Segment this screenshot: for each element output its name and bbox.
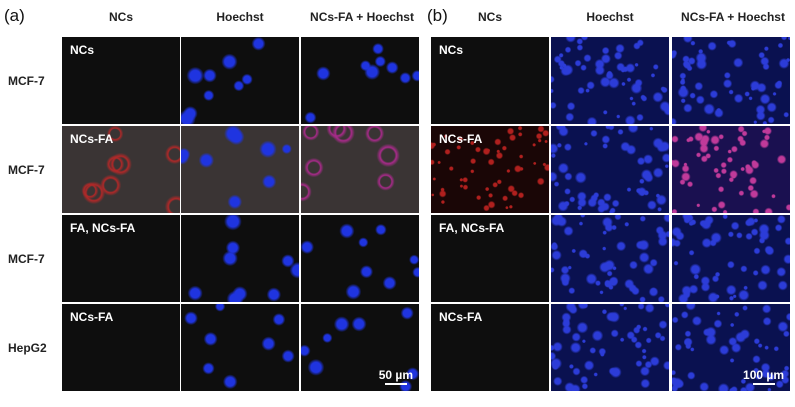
panel-b-image-r3-c2 [551, 215, 669, 302]
image-label: NCs-FA [439, 132, 483, 146]
panel-a-col-header: NCs [108, 10, 133, 24]
micrograph [181, 304, 299, 391]
micrograph [672, 37, 790, 124]
image-label: NCs-FA [70, 132, 114, 146]
panel-b-label: (b) [427, 6, 448, 25]
panel-a-image-r4-c1: NCs-FA [62, 304, 180, 391]
micrograph [181, 37, 299, 124]
micrograph [301, 126, 419, 213]
scale-bar: 50 µm [379, 368, 413, 385]
micrograph [672, 304, 790, 391]
micrograph [301, 304, 419, 391]
panel-b-image-r4-c1: NCs-FA [431, 304, 549, 391]
row-label: MCF-7 [8, 74, 45, 88]
micrograph [62, 215, 180, 302]
panel-b-image-r2-c2 [551, 126, 669, 213]
scale-bar: 100 µm [743, 368, 784, 385]
micrograph [551, 304, 669, 391]
panel-a-image-r2-c3 [301, 126, 419, 213]
micrograph [431, 126, 549, 213]
panel-b-image-r1-c3 [672, 37, 790, 124]
panel-a-col-header: Hoechst [216, 10, 264, 24]
micrograph [431, 37, 549, 124]
micrograph [181, 126, 299, 213]
image-label: FA, NCs-FA [70, 221, 136, 235]
scale-bar-line [752, 383, 775, 385]
panel-a-image-r3-c2 [181, 215, 299, 302]
panel-b-image-r1-c1: NCs [431, 37, 549, 124]
panel-b-image-r1-c2 [551, 37, 669, 124]
row-label: MCF-7 [8, 252, 45, 266]
panel-a-image-r3-c3 [301, 215, 419, 302]
panel-b-image-r3-c3 [672, 215, 790, 302]
micrograph [62, 126, 180, 213]
image-label: NCs [439, 43, 464, 57]
row-label: MCF-7 [8, 163, 45, 177]
image-label: NCs-FA [439, 310, 483, 324]
micrograph [431, 304, 549, 391]
micrograph [181, 215, 299, 302]
panel-b-col-header: Hoechst [586, 10, 634, 24]
scale-bar-line [384, 383, 407, 385]
panel-b-image-r2-c1: NCs-FA [431, 126, 549, 213]
micrograph [301, 37, 419, 124]
micrograph [551, 126, 669, 213]
row-label: HepG2 [8, 341, 47, 355]
panel-a-image-r2-c1: NCs-FA [62, 126, 180, 213]
panel-a-image-r3-c1: FA, NCs-FA [62, 215, 180, 302]
panel-b-image-r4-c3: 100 µm [672, 304, 790, 391]
panel-b-col-header: NCs-FA + Hoechst [681, 10, 785, 24]
micrograph [551, 215, 669, 302]
panel-b-image-r3-c1: FA, NCs-FA [431, 215, 549, 302]
micrograph [551, 37, 669, 124]
image-label: FA, NCs-FA [439, 221, 505, 235]
panel-b-image-r2-c3 [672, 126, 790, 213]
panel-a-image-r2-c2 [181, 126, 299, 213]
panel-a-image-r1-c3 [301, 37, 419, 124]
micrograph [672, 126, 790, 213]
panel-a-label: (a) [4, 6, 25, 25]
panel-a-image-r1-c1: NCs [62, 37, 180, 124]
image-label: NCs-FA [70, 310, 114, 324]
image-label: NCs [70, 43, 95, 57]
micrograph [301, 215, 419, 302]
micrograph [62, 304, 180, 391]
micrograph [672, 215, 790, 302]
panel-a-image-r4-c3: 50 µm [301, 304, 419, 391]
panel-b-image-r4-c2 [551, 304, 669, 391]
panel-b-col-header: NCs [477, 10, 502, 24]
micrograph [62, 37, 180, 124]
panel-a-image-r4-c2 [181, 304, 299, 391]
micrograph [431, 215, 549, 302]
panel-a-image-r1-c2 [181, 37, 299, 124]
panel-a-col-header: NCs-FA + Hoechst [310, 10, 414, 24]
